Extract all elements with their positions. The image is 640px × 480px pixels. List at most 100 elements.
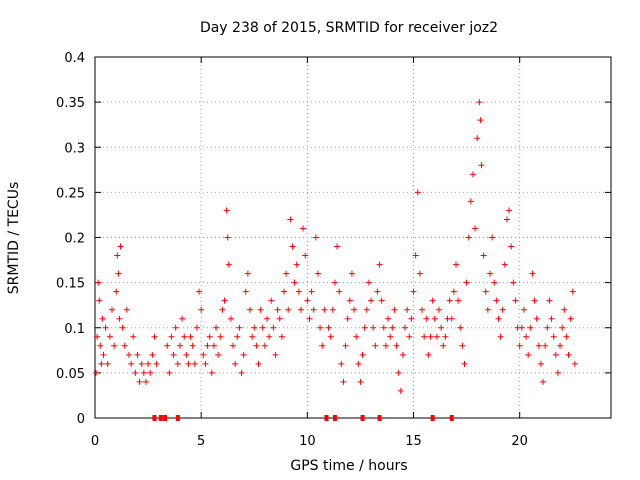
data-point (510, 279, 517, 286)
data-point (193, 324, 200, 331)
data-point (533, 315, 540, 322)
data-point (378, 297, 385, 304)
data-point (395, 369, 402, 376)
data-point (525, 351, 532, 358)
data-point (399, 351, 406, 358)
data-point (559, 324, 566, 331)
data-point (531, 297, 538, 304)
data-point (385, 315, 392, 322)
data-point (353, 333, 360, 340)
data-point (255, 360, 262, 367)
data-point (486, 270, 493, 277)
data-point (478, 162, 485, 169)
gap-marker (158, 415, 163, 421)
data-point (476, 99, 483, 106)
data-point (278, 333, 285, 340)
data-point (210, 342, 217, 349)
data-point (111, 342, 118, 349)
data-point (506, 207, 513, 214)
data-point (342, 342, 349, 349)
x-tick-label: 10 (299, 434, 316, 449)
data-point (480, 252, 487, 259)
y-tick-label: 0.2 (64, 232, 85, 247)
data-point (374, 288, 381, 295)
data-point (450, 288, 457, 295)
axis-ticks (94, 56, 611, 419)
data-point (151, 333, 158, 340)
data-point (397, 387, 404, 394)
data-point (153, 360, 160, 367)
gap-marker (324, 415, 329, 421)
x-axis-label: GPS time / hours (290, 458, 407, 474)
data-point (325, 324, 332, 331)
data-point (431, 315, 438, 322)
data-point (355, 360, 362, 367)
data-point (168, 333, 175, 340)
data-point (261, 342, 268, 349)
data-point (142, 378, 149, 385)
data-point (518, 324, 525, 331)
data-point (499, 306, 506, 313)
data-point (565, 351, 572, 358)
data-point (312, 234, 319, 241)
data-point (520, 306, 527, 313)
data-point (571, 360, 578, 367)
data-point (535, 342, 542, 349)
data-point (208, 369, 215, 376)
y-tick-label: 0.1 (64, 322, 85, 337)
data-point (176, 342, 183, 349)
data-point (121, 342, 128, 349)
data-point (300, 225, 307, 232)
data-point (287, 216, 294, 223)
data-point (340, 378, 347, 385)
data-point (482, 288, 489, 295)
data-point (114, 252, 121, 259)
data-point (270, 324, 277, 331)
data-point (537, 360, 544, 367)
y-tick-label: 0.4 (64, 51, 85, 66)
data-point (108, 306, 115, 313)
data-point (497, 333, 504, 340)
data-point (455, 297, 462, 304)
data-point (489, 234, 496, 241)
data-point (461, 360, 468, 367)
data-point (446, 297, 453, 304)
y-tick-label: 0 (77, 412, 85, 427)
data-point (491, 279, 498, 286)
x-tick-label: 0 (91, 434, 99, 449)
data-point (140, 369, 147, 376)
data-point (408, 315, 415, 322)
data-point (181, 333, 188, 340)
data-point (96, 297, 103, 304)
data-point (542, 342, 549, 349)
data-point (380, 324, 387, 331)
data-point (99, 315, 106, 322)
data-point (310, 306, 317, 313)
x-tick-labels: 0 5 10 15 20 (91, 434, 528, 449)
data-point (412, 252, 419, 259)
data-point (406, 333, 413, 340)
data-point (306, 315, 313, 322)
data-point (295, 288, 302, 295)
data-point (244, 270, 251, 277)
data-point (319, 342, 326, 349)
data-point (113, 288, 120, 295)
data-point (198, 306, 205, 313)
data-point (117, 243, 124, 250)
data-point (321, 306, 328, 313)
data-point (557, 342, 564, 349)
data-point (202, 360, 209, 367)
data-point (331, 279, 338, 286)
data-point (289, 243, 296, 250)
data-point (253, 342, 260, 349)
gap-markers (152, 415, 454, 421)
data-point (540, 378, 547, 385)
gap-marker (430, 415, 435, 421)
data-point (272, 351, 279, 358)
data-point (136, 378, 143, 385)
gap-marker (163, 415, 168, 421)
data-point (474, 135, 481, 142)
data-point (200, 351, 207, 358)
data-point (421, 333, 428, 340)
y-tick-label: 0.25 (56, 186, 85, 201)
